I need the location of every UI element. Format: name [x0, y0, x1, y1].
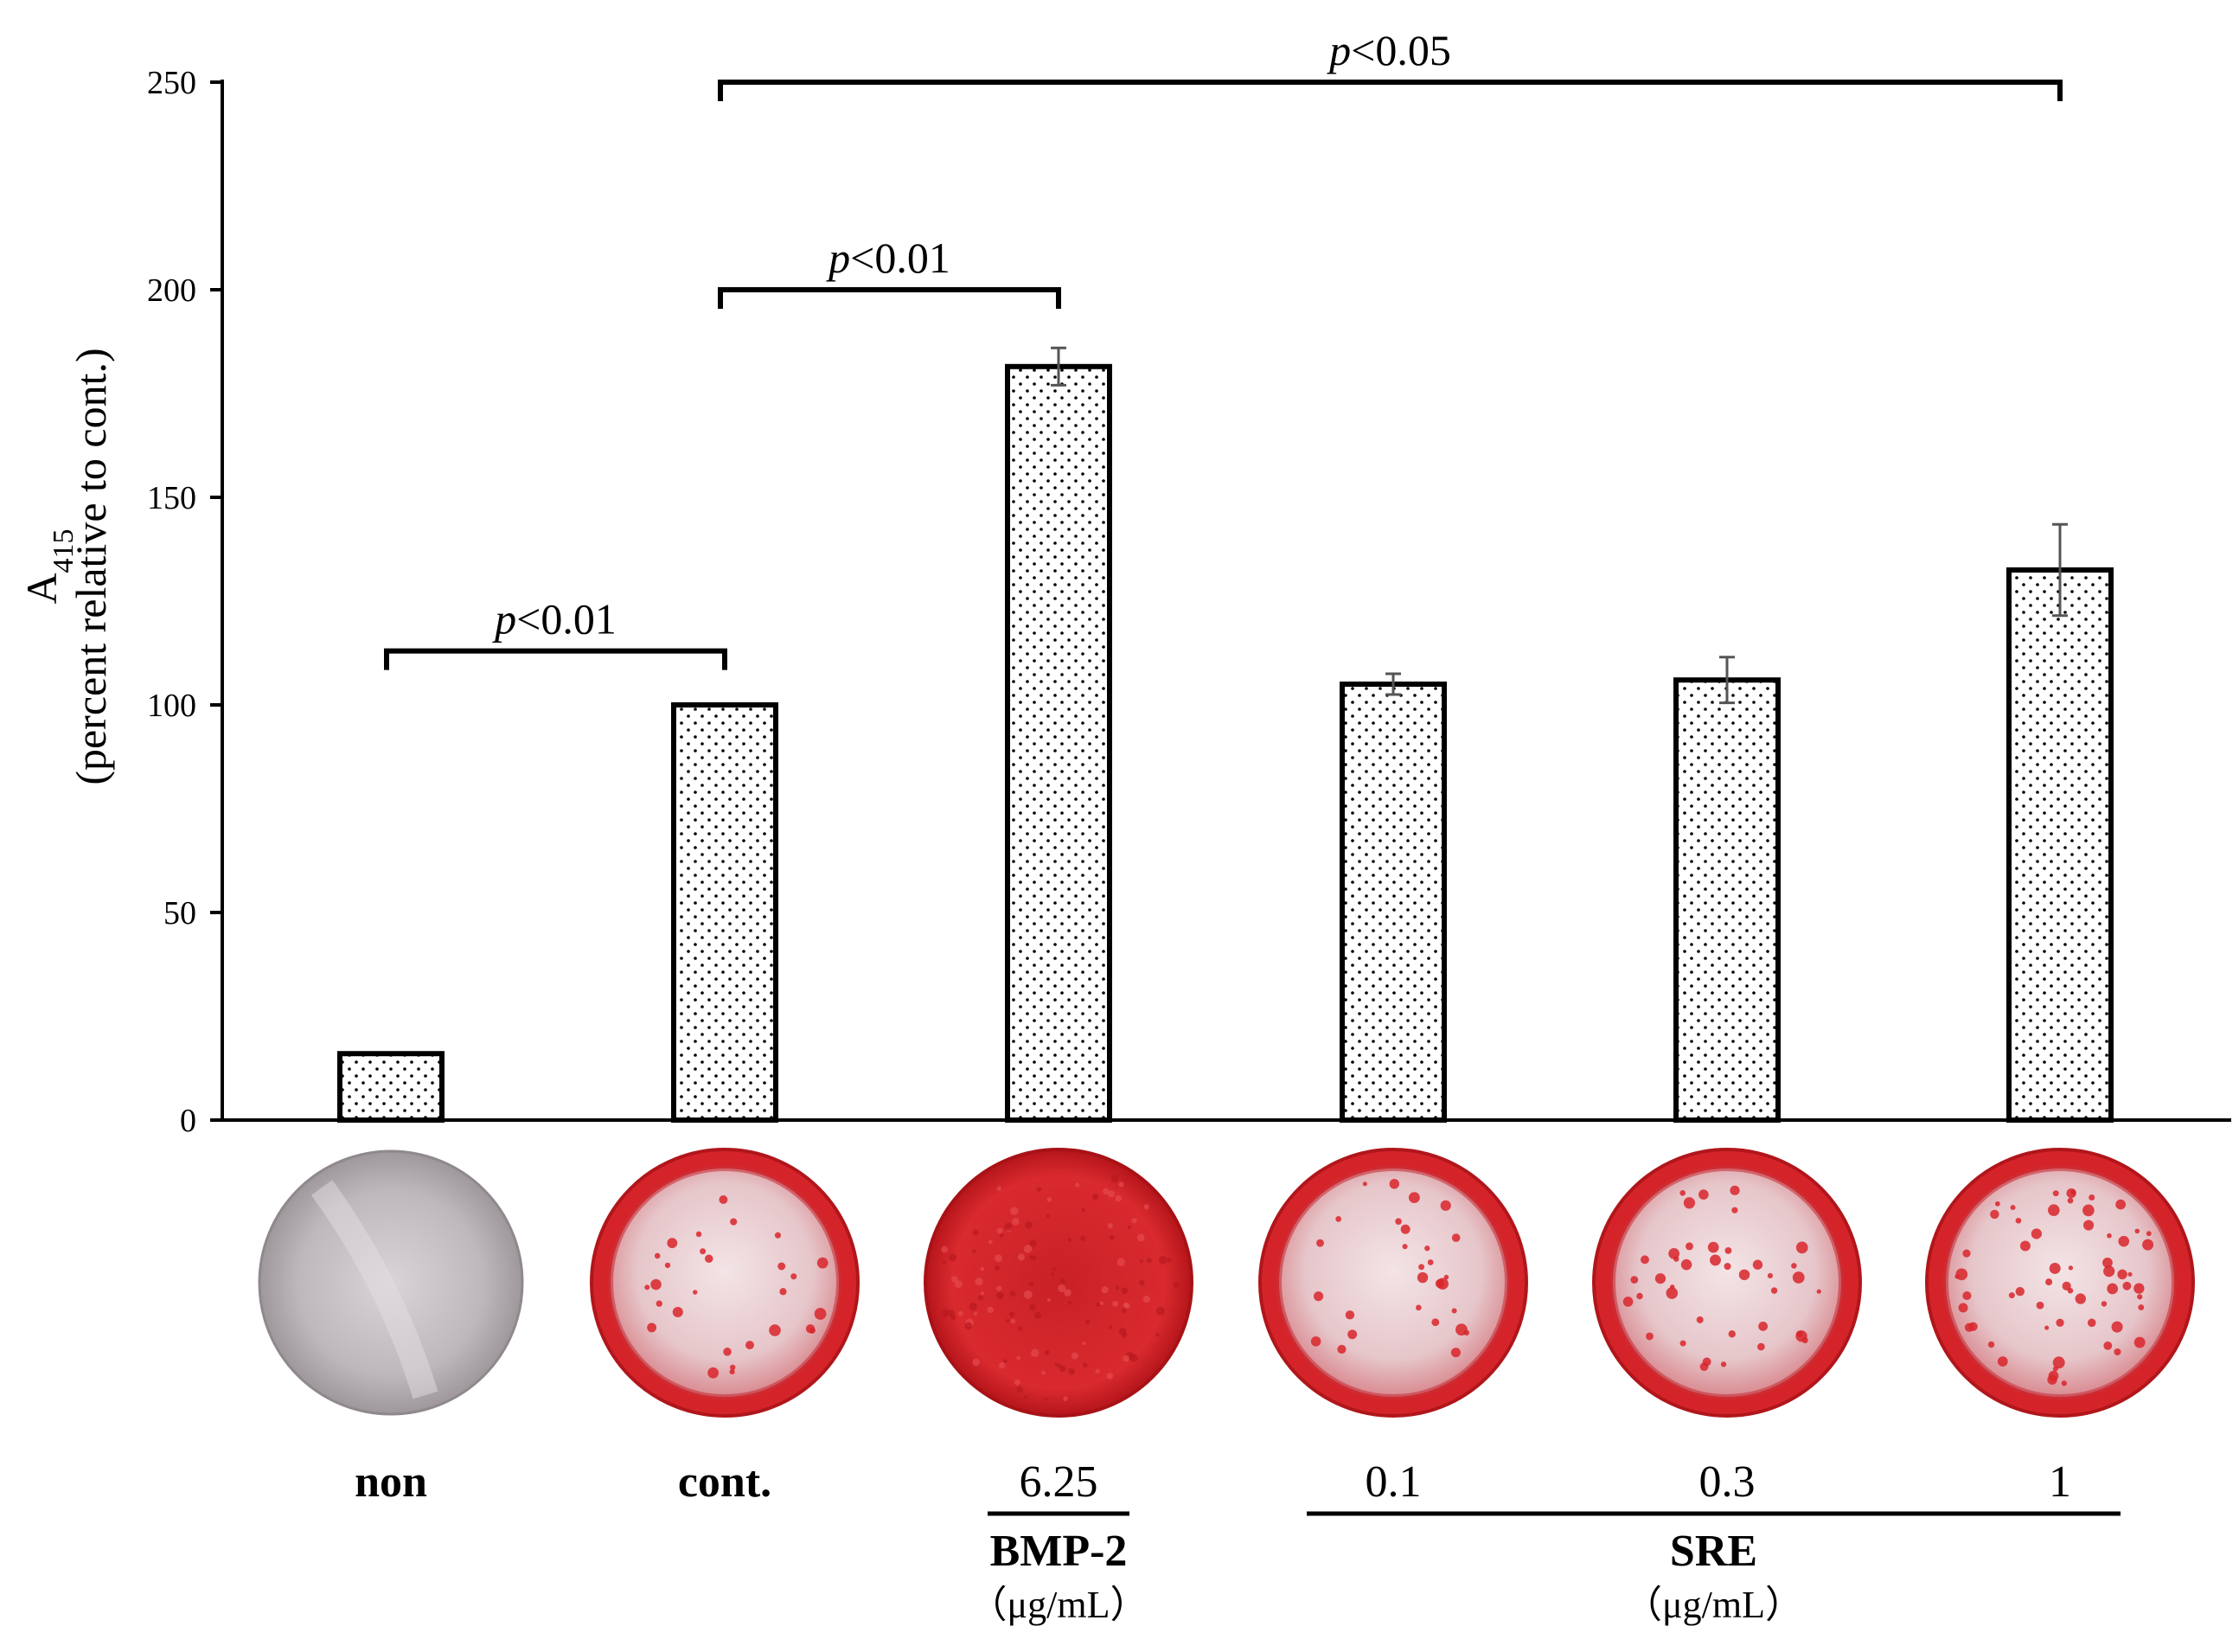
bar-cont	[671, 702, 778, 1123]
y-tick-label: 50	[163, 895, 196, 932]
x-tick-label: 0.3	[1699, 1457, 1756, 1507]
axes	[221, 80, 2231, 1122]
error-bar	[1719, 656, 1735, 705]
y-axis-label-line2: (percent relative to cont.)	[67, 348, 115, 784]
significance-label: p<0.01	[492, 595, 617, 644]
well-03	[1592, 1148, 1862, 1418]
well-1	[1925, 1148, 2195, 1418]
y-axis-label-main: A	[17, 573, 66, 604]
error-bar	[1385, 672, 1401, 696]
svg-text:A415: A415	[17, 528, 80, 604]
well-625	[924, 1148, 1193, 1418]
y-tick-label: 150	[147, 480, 196, 516]
bar-non	[337, 1051, 445, 1123]
error-bar	[1051, 346, 1066, 387]
y-ticks: 0 50 100 150 200 250	[147, 65, 222, 1139]
significance-label: p<0.01	[826, 234, 950, 282]
significance-bracket: p<0.01	[384, 595, 727, 670]
y-tick-label: 0	[180, 1103, 196, 1139]
y-axis-label-sub: 415	[48, 528, 80, 573]
group-label: SRE	[1670, 1527, 1757, 1576]
y-axis-label: A415 (percent relative to cont.)	[17, 348, 115, 784]
y-tick-label: 100	[147, 688, 196, 724]
y-tick-label: 200	[147, 272, 196, 309]
significance-brackets: p<0.01 p<0.01 p<0.05	[384, 26, 2063, 670]
bars	[337, 363, 2114, 1123]
culture-wells	[258, 1148, 2195, 1418]
bar-1	[2006, 567, 2114, 1123]
error-bars	[1051, 346, 2068, 705]
bar-625	[1005, 363, 1112, 1123]
group-labels: BMP-2 （μg/mL） SRE （μg/mL）	[969, 1511, 2121, 1626]
well-non	[258, 1149, 524, 1416]
bar-01	[1340, 682, 1447, 1123]
x-tick-label: 6.25	[1020, 1457, 1098, 1507]
significance-bracket: p<0.01	[718, 234, 1061, 309]
group-sre: SRE （μg/mL）	[1307, 1511, 2121, 1626]
x-tick-label: 0.1	[1366, 1457, 1422, 1507]
well-cont	[590, 1148, 860, 1418]
group-bmp2: BMP-2 （μg/mL）	[969, 1511, 1148, 1626]
category-labels: non cont. 6.25 0.1 0.3 1	[355, 1457, 2071, 1507]
group-unit: （μg/mL）	[1624, 1584, 1803, 1626]
x-tick-label: non	[355, 1457, 427, 1507]
group-label: BMP-2	[990, 1527, 1128, 1576]
bar-03	[1673, 677, 1781, 1123]
x-tick-label: cont.	[678, 1457, 771, 1507]
error-bar	[2052, 522, 2068, 618]
well-01	[1258, 1148, 1528, 1418]
group-unit: （μg/mL）	[969, 1584, 1148, 1626]
significance-label: p<0.05	[1327, 26, 1451, 74]
significance-bracket: p<0.05	[718, 26, 2063, 101]
x-tick-label: 1	[2049, 1457, 2071, 1507]
y-tick-label: 250	[147, 65, 196, 101]
